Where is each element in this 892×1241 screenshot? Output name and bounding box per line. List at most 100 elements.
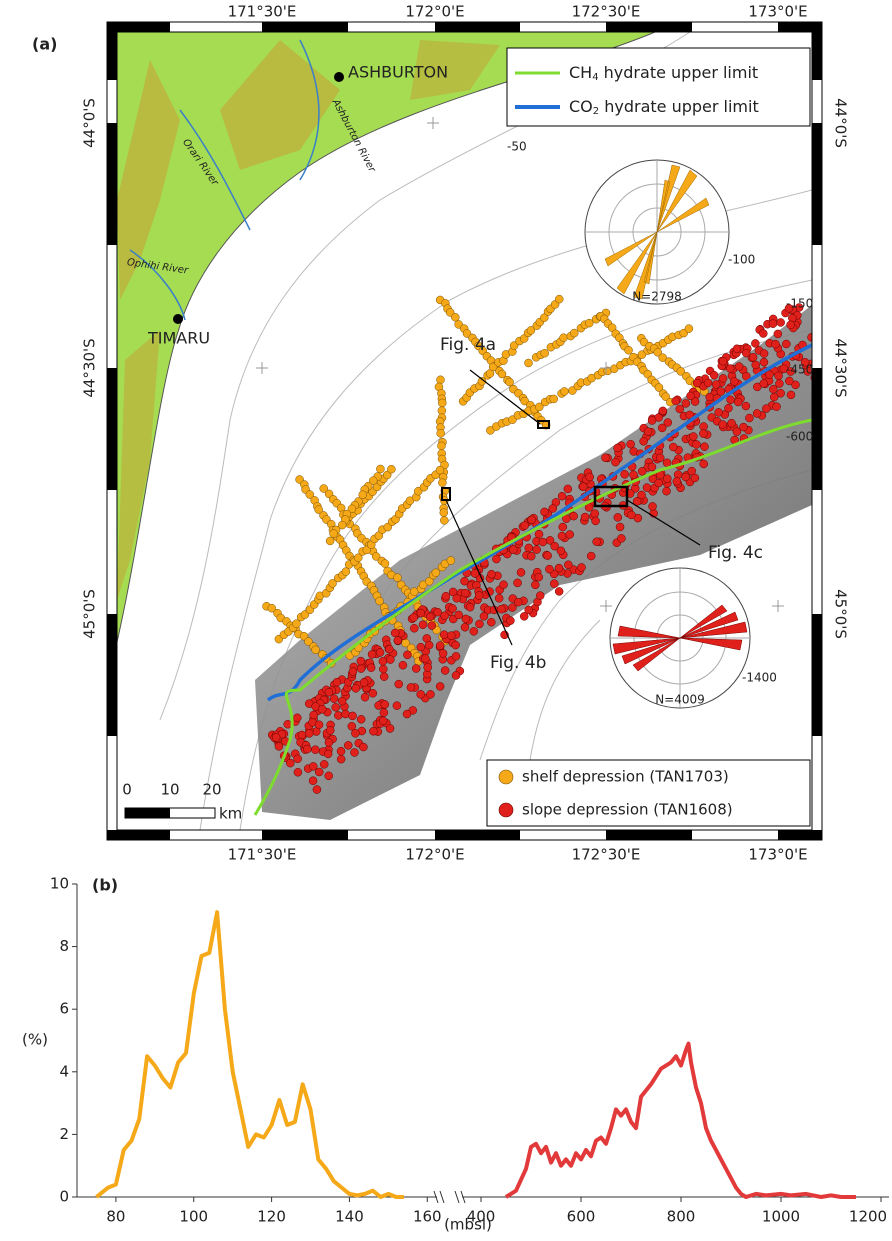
slope-point [367,650,377,659]
slope-point [663,474,672,483]
shelf-point [439,508,449,517]
slope-point [519,612,529,621]
place-label: ASHBURTON [348,63,448,82]
slope-point [784,304,794,313]
slope-point [487,570,496,579]
slope-point [416,642,426,652]
slope-point [454,610,463,620]
slope-point [632,497,642,506]
slope-point [323,749,333,759]
shelf-point [319,484,328,493]
slope-point [329,694,339,703]
slope-point [774,371,783,381]
legend-label: shelf depression (TAN1703) [522,768,729,786]
y-tick-label: 10 [50,875,69,893]
lat-label: 44°0'S [81,98,99,148]
slope-point [348,667,358,676]
slope-point [759,379,768,388]
leader-lines [445,369,701,646]
slope-point [626,439,635,449]
slope-point [308,776,318,785]
slope-point [348,711,357,721]
slope-point [543,551,552,560]
shelf-point [431,568,441,577]
shelf-point [325,536,335,546]
border-block [262,22,348,32]
scale-label: km [219,805,242,823]
slope-point [439,630,449,639]
lat-label: 44°30'S [832,338,850,397]
slope-point [648,474,658,484]
shelf-point [446,556,456,565]
slope-point [416,608,426,618]
x-axis-label: (mbsl) [444,1216,492,1234]
slope-point [554,563,564,573]
slope-point [681,399,691,408]
slope-point [343,741,353,750]
ch4-line [253,418,812,816]
slope-point [538,537,548,547]
border-block [107,22,117,80]
shelf-point [382,470,392,480]
slope-point [671,396,680,406]
contour-label: -1400 [742,671,777,685]
slope-point [558,522,568,532]
shelf-point [354,553,363,563]
slope-point [452,594,462,603]
rose-label: N=4009 [655,693,705,707]
land [117,32,656,643]
shelf-point [654,383,664,392]
shelf-point [328,579,337,588]
slope-point [681,472,690,482]
x-tick-label: 160 [413,1208,442,1226]
slope-point [662,486,671,496]
fig-box [593,485,629,508]
border-block [812,614,822,736]
slope-point [601,453,610,463]
slope-point [293,768,303,777]
lat-label: 44°0'S [832,98,850,148]
land-patch [410,40,500,100]
slope-point [742,371,751,381]
shelf-point [375,596,384,606]
slope-point [423,663,432,672]
slope-point [418,620,428,629]
shelf-point [568,386,577,395]
chart: (b) (%) (mbsl) 0 2 4 6 8 10 80 100 120 140 160 400 6… [22,875,889,1234]
border-block [435,830,520,840]
slope-point [379,664,388,674]
shelf-point [314,505,323,514]
slope-point [540,507,549,517]
shelf-point [509,341,519,350]
lon-label: 171°30'E [228,3,297,21]
slope-point [309,710,318,720]
slope-point [359,678,369,687]
border-block [812,22,822,80]
slope-point [393,636,403,645]
slope-point [392,701,402,710]
slope-point [460,622,470,632]
slope-point [494,594,504,603]
slope-point [592,537,601,546]
shelf-point [462,329,472,338]
slope-point [475,619,484,629]
slope-point [759,357,769,367]
legend-points: shelf depression (TAN1703) slope depress… [486,759,811,827]
slope-point [366,663,376,672]
slope-point [647,462,657,472]
slope-point [441,591,451,601]
slope-point [398,660,408,670]
y-tick-label: 8 [59,937,69,955]
shelf-point [387,464,396,474]
slope-point [336,746,346,756]
slope-point [271,733,281,742]
slope-point [718,356,728,366]
slope-point [705,392,715,402]
shelf-point [451,313,460,322]
shelf-point [425,577,434,586]
slope-point [689,432,698,441]
shelf-point [624,345,633,355]
slope-point [556,546,566,556]
shelf-point [585,318,594,328]
